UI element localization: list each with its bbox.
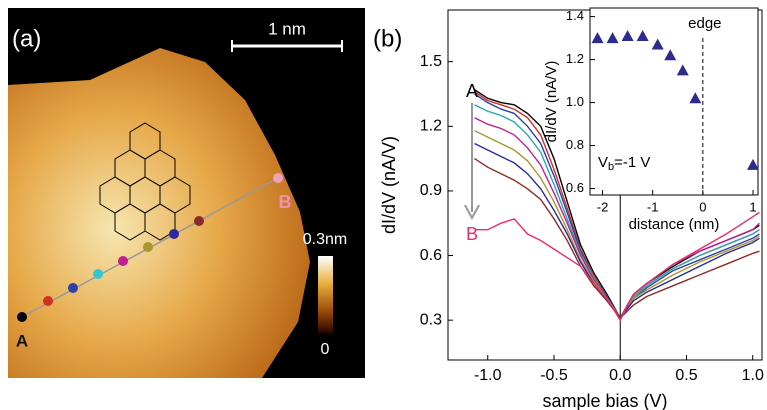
y-tick-label: 0.3 xyxy=(420,311,442,328)
panel-a: (a) 1 nm 0.3nm 0 A B xyxy=(8,8,365,378)
marker xyxy=(746,158,759,170)
series-line xyxy=(474,211,760,322)
point xyxy=(68,283,78,293)
x-tick-label: -2 xyxy=(597,199,609,214)
marker xyxy=(676,64,689,76)
annotation: A xyxy=(466,81,478,101)
y-tick-label: 0.8 xyxy=(566,137,584,152)
marker xyxy=(689,92,702,104)
point xyxy=(273,173,283,183)
x-tick-label: 1.0 xyxy=(742,367,764,384)
marker xyxy=(636,29,649,41)
marker xyxy=(606,32,619,44)
annotation: B xyxy=(466,224,478,244)
point xyxy=(143,242,153,252)
arrow-head xyxy=(464,204,480,221)
point xyxy=(43,296,53,306)
y-tick-label: 1.4 xyxy=(566,8,584,23)
annotation-part: V xyxy=(598,154,608,171)
y-tick-label: 0.6 xyxy=(566,180,584,195)
point xyxy=(169,229,179,239)
point xyxy=(17,312,27,322)
y-axis-label: dI/dV (nA/V) xyxy=(379,136,399,234)
x-tick-label: 0.5 xyxy=(675,367,697,384)
y-tick-label: 1.0 xyxy=(566,94,584,109)
x-tick-label: -0.5 xyxy=(540,367,568,384)
scale-bar-label: 1 nm xyxy=(268,19,306,38)
series-line xyxy=(474,104,760,320)
x-tick-label: -1 xyxy=(647,199,659,214)
marker xyxy=(591,32,604,44)
panel-label: (a) xyxy=(12,25,41,52)
y-tick-label: 0.6 xyxy=(420,247,442,264)
series-line xyxy=(474,129,760,320)
hex-lattice xyxy=(99,122,191,241)
y-tick-label: 0.9 xyxy=(420,182,442,199)
terrace xyxy=(8,48,310,378)
x-tick-label: 1 xyxy=(749,199,756,214)
plot-frame xyxy=(589,7,759,196)
colorbar-min: 0 xyxy=(321,341,330,358)
series-line xyxy=(474,117,760,320)
x-axis-label: distance (nm) xyxy=(629,216,720,233)
point xyxy=(194,216,204,226)
annotation-part: b xyxy=(608,161,614,173)
colorbar-max: 0.3nm xyxy=(303,231,347,248)
panel-label: (b) xyxy=(373,25,402,52)
marker xyxy=(664,49,677,61)
point xyxy=(93,269,103,279)
annotation: edge xyxy=(688,15,721,32)
marker xyxy=(651,38,664,50)
series-line xyxy=(474,158,760,320)
marker xyxy=(621,29,634,41)
point xyxy=(118,256,128,266)
y-tick-label: 1.2 xyxy=(420,118,442,135)
point-label: B xyxy=(279,192,292,212)
x-tick-label: -1.0 xyxy=(474,367,502,384)
annotation-part: =-1 V xyxy=(614,154,650,171)
annotation: Vb=-1 V xyxy=(598,154,650,173)
panel-b: -1.0 -0.5 0.0 0.5 1.0 0.3 0.6 0.9 1.2 1.5 sample b… xyxy=(373,7,764,410)
point-label: A xyxy=(16,331,28,350)
x-tick-label: 0 xyxy=(699,199,706,214)
y-axis-label: dI/dV (nA/V) xyxy=(543,61,560,143)
y-tick-label: 1.5 xyxy=(420,53,442,70)
y-tick-label: 1.2 xyxy=(566,51,584,66)
x-axis-label: sample bias (V) xyxy=(542,391,667,410)
colorbar xyxy=(318,256,333,334)
x-tick-label: 0.0 xyxy=(609,367,631,384)
